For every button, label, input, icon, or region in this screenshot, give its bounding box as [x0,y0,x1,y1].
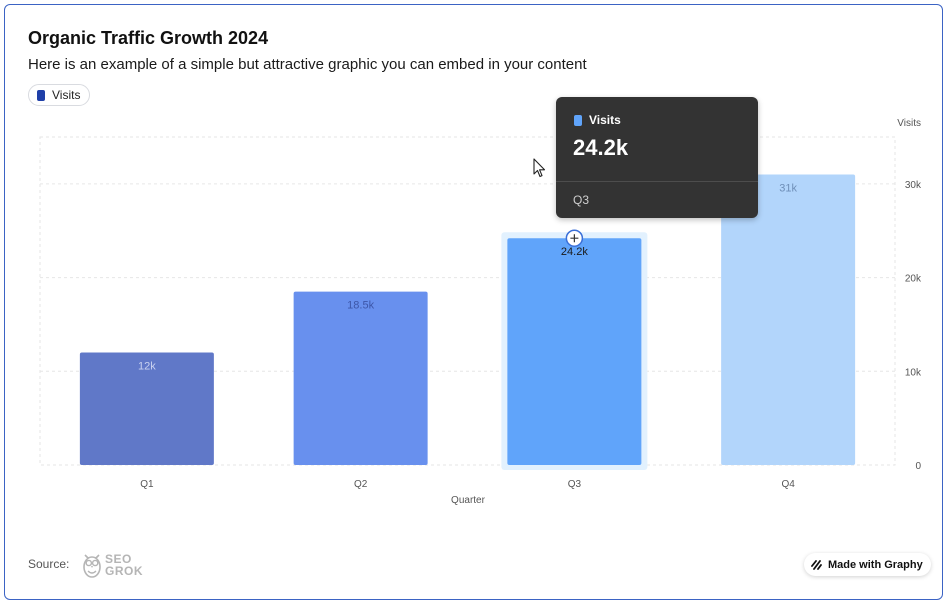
y-tick-label: 10k [905,367,922,378]
y-tick-label: 0 [915,461,921,472]
tooltip-swatch [574,114,582,126]
x-axis-title: Quarter [451,495,486,506]
y-tick-label: 20k [905,274,922,285]
legend-label: Visits [52,88,81,102]
tooltip: Visits 24.2k Q3 [556,97,758,218]
bar-q3[interactable] [507,238,642,465]
tooltip-category: Q3 [573,193,590,207]
tooltip-value: 24.2k [573,135,629,160]
made-with-graphy-badge[interactable]: Made with Graphy [804,553,931,576]
legend-item-visits[interactable]: Visits [28,84,91,106]
y-tick-label: 30k [905,180,922,191]
bar-q1[interactable] [79,352,214,465]
mouse-cursor-icon [533,158,546,178]
logo-line-2: GROK [105,564,143,578]
x-tick-label: Q4 [781,479,795,490]
plot-area-border [39,136,896,466]
bar-q2[interactable] [293,291,428,465]
source-label: Source: [28,557,70,571]
x-tick-label: Q1 [140,479,154,490]
bar-q4[interactable] [721,174,856,465]
bar-value-label: 24.2k [561,246,588,258]
owl-icon [83,554,101,578]
plus-icon [570,234,579,243]
graphy-logo-icon [811,560,822,570]
chart-subtitle: Here is an example of a simple but attra… [28,56,587,73]
x-tick-label: Q3 [568,479,582,490]
y-axis-title: Visits [897,118,921,129]
legend-swatch [37,89,45,101]
bar-value-label: 12k [138,361,156,373]
made-with-label: Made with Graphy [828,558,923,571]
tooltip-series: Visits [589,113,621,127]
bar-value-label: 18.5k [347,300,374,312]
seo-grok-logo[interactable]: SEO GROK [82,551,143,579]
chart-title: Organic Traffic Growth 2024 [28,28,269,48]
logo-line-1: SEO [105,552,132,566]
bar-value-label: 31k [779,182,797,194]
tooltip-divider [556,181,758,182]
x-tick-label: Q2 [354,479,368,490]
